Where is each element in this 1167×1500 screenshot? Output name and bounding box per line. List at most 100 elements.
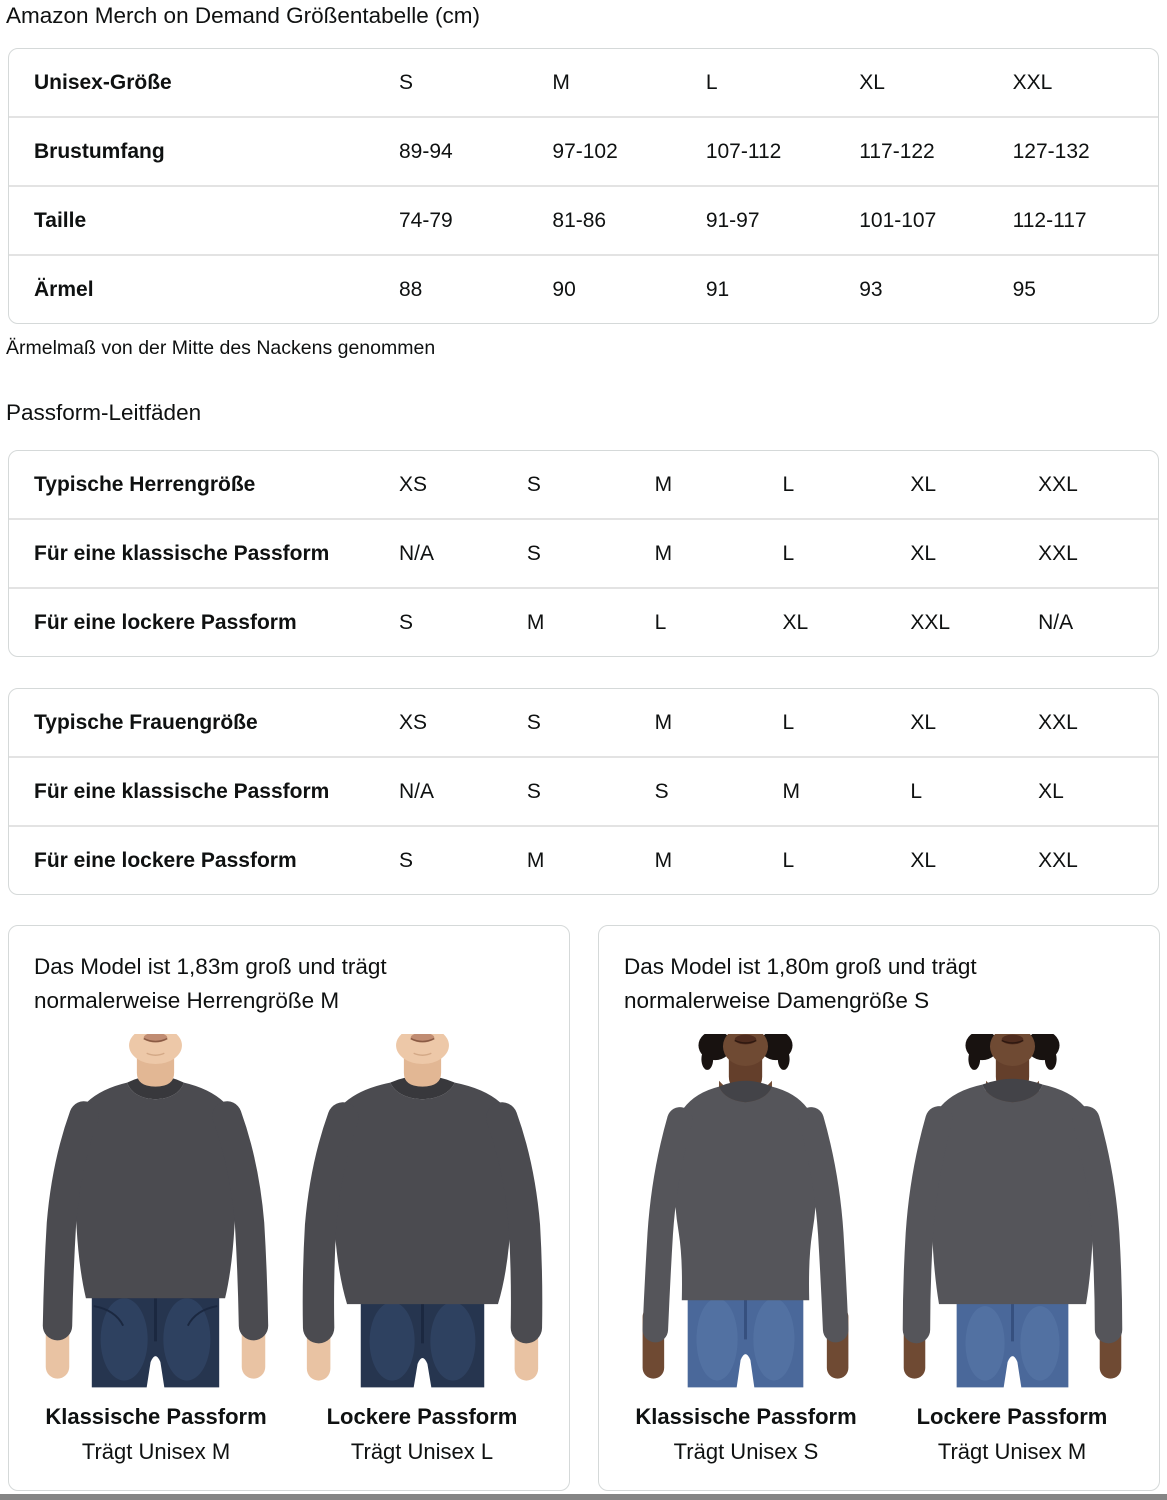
male-model-classic-illustration xyxy=(33,1034,278,1388)
fit-cell: S xyxy=(526,472,541,496)
row-label: Brustumfang xyxy=(34,139,165,163)
fit-cell: XL xyxy=(910,848,936,872)
table-row: Für eine klassische Passform N/A S S M L… xyxy=(9,756,1158,825)
table-row: Taille 74-79 81-86 91-97 101-107 112-117 xyxy=(9,185,1158,254)
fit-cell: S xyxy=(399,610,414,634)
measure-cell: 74-79 xyxy=(399,208,453,232)
measure-cell: 127-132 xyxy=(1012,139,1090,163)
table-row: Brustumfang 89-94 97-102 107-112 117-122… xyxy=(9,116,1158,185)
fit-cell: L xyxy=(654,610,667,634)
measure-cell: 97-102 xyxy=(552,139,618,163)
fit-cell: N/A xyxy=(399,541,435,565)
fit-cell: M xyxy=(782,779,800,803)
fit-cell: N/A xyxy=(399,779,435,803)
fit-cell: M xyxy=(654,848,673,872)
measure-cell: 117-122 xyxy=(859,139,935,163)
size-cell: M xyxy=(552,70,570,94)
fit-cell: S xyxy=(526,779,541,803)
measure-cell: 91 xyxy=(705,277,730,301)
fit-cell: XL xyxy=(910,710,936,734)
photo-caption: Lockere Passform Trägt Unisex M xyxy=(890,1404,1134,1465)
model-photos-row xyxy=(33,1034,545,1391)
fit-cell: N/A xyxy=(1038,610,1074,634)
fit-cell: L xyxy=(782,710,795,734)
row-label: Für eine lockere Passform xyxy=(34,610,297,634)
row-label: Typische Frauengröße xyxy=(34,710,258,734)
size-cell: XXL xyxy=(1012,70,1053,94)
sleeve-measure-note: Ärmelmaß von der Mitte des Nackens genom… xyxy=(6,337,436,359)
measure-cell: 93 xyxy=(859,277,883,301)
female-model-card: Das Model ist 1,80m groß und trägt norma… xyxy=(598,925,1160,1491)
model-description: Das Model ist 1,83m groß und trägt norma… xyxy=(34,954,387,1013)
fit-cell: XXL xyxy=(1038,541,1078,565)
row-label: Für eine lockere Passform xyxy=(34,848,297,872)
measure-cell: 101-107 xyxy=(859,208,937,232)
fit-label: Klassische Passform xyxy=(45,1404,267,1429)
size-cell: S xyxy=(399,70,414,94)
photo-caption: Klassische Passform Trägt Unisex M xyxy=(34,1404,278,1465)
fit-cell: S xyxy=(654,779,669,803)
female-model-classic-photo xyxy=(623,1034,868,1391)
row-label: Typische Herrengröße xyxy=(34,472,256,496)
fit-cell: XXL xyxy=(1038,472,1078,496)
unisex-size-table: Unisex-Größe S M L XL XXL Brustumfang 89… xyxy=(8,48,1159,324)
page-title: Amazon Merch on Demand Größentabelle (cm… xyxy=(6,3,480,28)
fit-cell: M xyxy=(526,848,545,872)
fit-cell: L xyxy=(782,848,795,872)
fit-cell: L xyxy=(782,472,795,496)
fit-cell: XS xyxy=(399,472,428,496)
fit-guides-heading: Passform-Leitfäden xyxy=(6,400,202,425)
fit-label: Lockere Passform xyxy=(916,1404,1108,1429)
size-cell: L xyxy=(705,70,718,94)
fit-label: Lockere Passform xyxy=(326,1404,518,1429)
male-model-classic-photo xyxy=(33,1034,278,1391)
row-label: Unisex-Größe xyxy=(34,70,172,94)
table-row: Für eine lockere Passform S M L XL XXL N… xyxy=(9,587,1158,656)
fit-cell: S xyxy=(399,848,414,872)
mens-fit-table: Typische Herrengröße XS S M L XL XXL Für… xyxy=(8,450,1159,657)
photo-caption: Lockere Passform Trägt Unisex L xyxy=(300,1404,544,1465)
row-label: Für eine klassische Passform xyxy=(34,779,330,803)
size-label: Trägt Unisex M xyxy=(81,1439,231,1464)
fit-cell: XL xyxy=(1038,779,1064,803)
size-cell: XL xyxy=(859,70,885,94)
size-label: Trägt Unisex S xyxy=(673,1439,819,1464)
table-row: Für eine lockere Passform S M M L XL XXL xyxy=(9,825,1158,894)
measure-cell: 81-86 xyxy=(552,208,607,232)
model-captions-row: Klassische Passform Trägt Unisex M Locke… xyxy=(34,1404,544,1465)
fit-cell: S xyxy=(526,541,541,565)
fit-cell: XL xyxy=(782,610,809,634)
model-photos-row xyxy=(623,1034,1135,1391)
fit-cell: XL xyxy=(910,541,936,565)
fit-cell: XL xyxy=(910,472,936,496)
female-model-classic-illustration xyxy=(623,1034,868,1388)
fit-cell: XS xyxy=(399,710,428,734)
fit-cell: M xyxy=(526,610,545,634)
fit-label: Klassische Passform xyxy=(635,1404,857,1429)
row-label: Taille xyxy=(34,208,87,232)
male-model-card: Das Model ist 1,83m groß und trägt norma… xyxy=(8,925,570,1491)
table-row: Typische Herrengröße XS S M L XL XXL xyxy=(9,451,1158,518)
fit-cell: XXL xyxy=(910,610,951,634)
table-row: Für eine klassische Passform N/A S M L X… xyxy=(9,518,1158,587)
measure-cell: 112-117 xyxy=(1012,208,1087,232)
fit-cell: XXL xyxy=(1038,848,1078,872)
fit-cell: M xyxy=(654,710,673,734)
measure-cell: 91-97 xyxy=(705,208,760,232)
fit-cell: L xyxy=(910,779,922,803)
measure-cell: 90 xyxy=(552,277,576,301)
table-row: Ärmel 88 90 91 93 95 xyxy=(9,254,1158,323)
fit-cell: S xyxy=(526,710,541,734)
row-label: Ärmel xyxy=(34,277,94,301)
model-captions-row: Klassische Passform Trägt Unisex S Locke… xyxy=(624,1404,1134,1465)
male-model-loose-photo xyxy=(300,1034,545,1391)
fit-cell: M xyxy=(654,541,673,565)
womens-fit-table: Typische Frauengröße XS S M L XL XXL Für… xyxy=(8,688,1159,895)
measure-cell: 107-112 xyxy=(705,139,782,163)
female-model-loose-photo xyxy=(890,1034,1135,1391)
measure-cell: 89-94 xyxy=(399,139,453,163)
fit-cell: L xyxy=(782,541,795,565)
female-model-loose-illustration xyxy=(890,1034,1135,1388)
fit-cell: XXL xyxy=(1038,710,1078,734)
model-description: Das Model ist 1,80m groß und trägt norma… xyxy=(624,954,977,1013)
